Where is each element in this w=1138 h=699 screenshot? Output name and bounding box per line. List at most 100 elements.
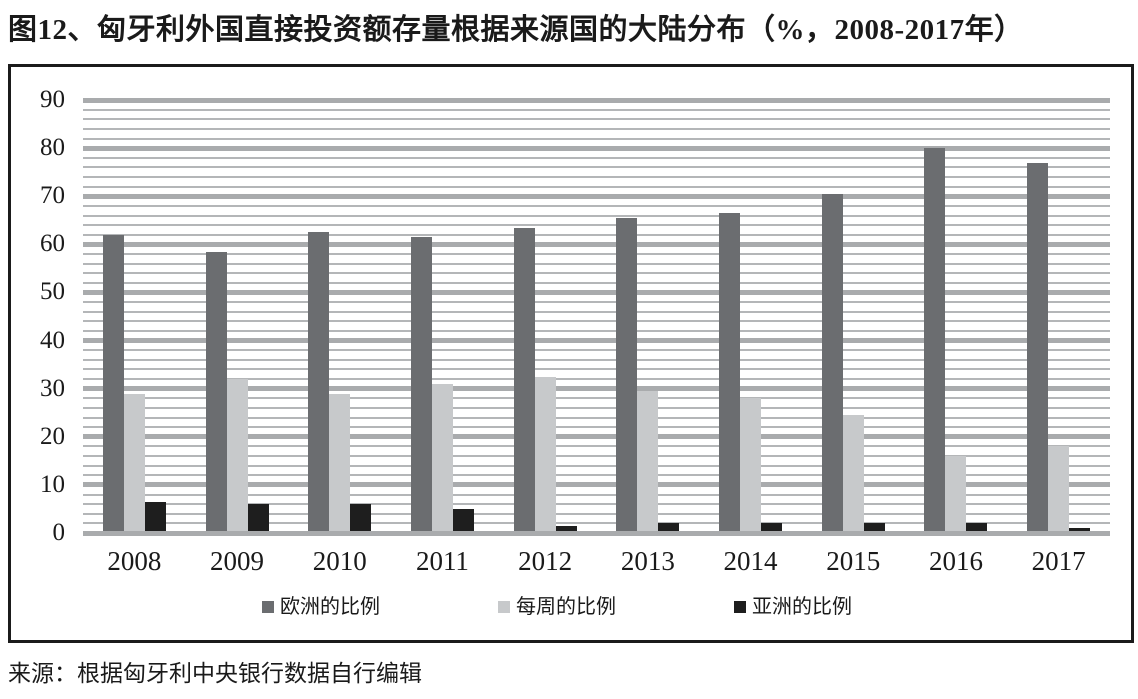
bar-series-1 xyxy=(102,234,124,533)
x-tick-label: 2008 xyxy=(107,546,162,576)
y-tick-label: 70 xyxy=(40,182,65,210)
bar-series-1 xyxy=(616,217,638,533)
bar-group xyxy=(186,100,289,533)
bar-group xyxy=(494,100,597,533)
figure-title: 图12、匈牙利外国直接投资额存量根据来源国的大陆分布（%，2008-2017年） xyxy=(8,14,1024,46)
bar-series-3 xyxy=(761,523,783,533)
gridline-major xyxy=(83,145,1110,151)
gridline-major xyxy=(83,97,1110,103)
gridline-minor xyxy=(83,474,1110,477)
bar-series-2 xyxy=(329,393,351,533)
bar-series-2 xyxy=(842,415,864,533)
gridline-minor xyxy=(83,233,1110,236)
gridline-minor xyxy=(83,493,1110,496)
gridline-major xyxy=(83,434,1110,440)
bar-group xyxy=(699,100,802,533)
gridline-major xyxy=(83,386,1110,392)
bar-group xyxy=(391,100,494,533)
legend-label: 欧洲的比例 xyxy=(280,596,380,618)
gridline-minor xyxy=(83,137,1110,140)
gridline-minor xyxy=(83,262,1110,265)
y-tick-label: 10 xyxy=(40,470,65,498)
x-tick-label: 2016 xyxy=(928,546,983,576)
bar-series-2 xyxy=(431,383,453,533)
bar-group xyxy=(802,100,905,533)
gridline-minor xyxy=(83,272,1110,275)
bar-series-1 xyxy=(410,237,432,533)
gridline-minor xyxy=(83,281,1110,284)
legend-marker-series-2 xyxy=(498,601,510,613)
legend-label: 亚洲的比例 xyxy=(752,596,852,618)
gridline-minor xyxy=(83,455,1110,457)
y-tick-label: 50 xyxy=(40,278,65,306)
bar-group xyxy=(1007,100,1110,533)
x-tick-label: 2009 xyxy=(210,546,265,576)
x-tick-label: 2014 xyxy=(723,546,778,576)
gridline-minor xyxy=(83,204,1110,207)
legend-item: 欧洲的比例 xyxy=(262,595,380,619)
gridline-minor xyxy=(83,214,1110,217)
gridline-minor xyxy=(83,512,1110,515)
gridline-minor xyxy=(83,253,1110,255)
y-tick-label: 30 xyxy=(40,374,65,402)
y-tick-label: 80 xyxy=(40,134,65,162)
gridline-minor xyxy=(83,329,1110,332)
bar-group xyxy=(83,100,186,533)
x-tick-label: 2012 xyxy=(518,546,573,576)
gridline-major xyxy=(83,338,1110,344)
bar-series-2 xyxy=(945,456,967,533)
legend-label: 每周的比例 xyxy=(516,596,616,618)
legend: 欧洲的比例 每周的比例 亚洲的比例 xyxy=(262,595,852,619)
gridline-minor xyxy=(83,464,1110,467)
gridline-minor xyxy=(83,127,1110,130)
bar-series-1 xyxy=(513,227,535,533)
bar-series-1 xyxy=(205,251,227,533)
x-tick-label: 2011 xyxy=(415,546,469,576)
chart-frame: 0 10 20 30 40 50 60 70 80 90 2008 2009 2010 2011 2012… xyxy=(8,64,1134,643)
x-tick-label: 2013 xyxy=(620,546,675,576)
gridline-major xyxy=(83,482,1110,488)
bar-series-2 xyxy=(534,376,556,533)
x-tick-label: 2010 xyxy=(312,546,367,576)
gridline-minor xyxy=(83,310,1110,313)
bar-series-2 xyxy=(1048,446,1070,533)
bar-series-3 xyxy=(863,523,885,533)
x-tick-label: 2017 xyxy=(1031,546,1086,576)
bar-series-2 xyxy=(226,379,248,533)
gridline-minor xyxy=(83,503,1110,506)
gridline-minor xyxy=(83,522,1110,525)
gridline-minor xyxy=(83,378,1110,380)
bar-group xyxy=(288,100,391,533)
bar-group xyxy=(597,100,700,533)
y-tick-label: 20 xyxy=(40,422,65,450)
legend-item: 每周的比例 xyxy=(498,595,616,619)
bar-series-3 xyxy=(966,523,988,533)
gridline-minor xyxy=(83,445,1110,448)
gridline-minor xyxy=(83,176,1110,178)
gridline-minor xyxy=(83,108,1110,111)
gridline-major xyxy=(83,241,1110,247)
bar-series-1 xyxy=(924,148,946,533)
legend-item: 亚洲的比例 xyxy=(734,595,852,619)
bar-series-3 xyxy=(555,525,577,533)
gridline-minor xyxy=(83,368,1110,371)
y-tick-label: 0 xyxy=(52,519,66,546)
bar-group xyxy=(905,100,1008,533)
gridline-minor xyxy=(83,406,1110,409)
x-tick-label: 2015 xyxy=(826,546,881,576)
y-tick-label: 90 xyxy=(40,86,65,113)
legend-marker-series-3 xyxy=(734,601,746,613)
gridline-minor xyxy=(83,156,1110,159)
bar-series-3 xyxy=(452,508,474,533)
bar-series-1 xyxy=(821,193,843,533)
gridline-baseline xyxy=(83,530,1110,536)
bar-series-3 xyxy=(144,501,166,533)
gridline-minor xyxy=(83,185,1110,188)
gridline-minor xyxy=(83,397,1110,400)
y-tick-label: 40 xyxy=(40,326,65,354)
gridline-minor xyxy=(83,358,1110,361)
gridline-minor xyxy=(83,320,1110,323)
gridline-minor xyxy=(83,166,1110,169)
source-note: 来源：根据匈牙利中央银行数据自行编辑 xyxy=(8,661,422,686)
